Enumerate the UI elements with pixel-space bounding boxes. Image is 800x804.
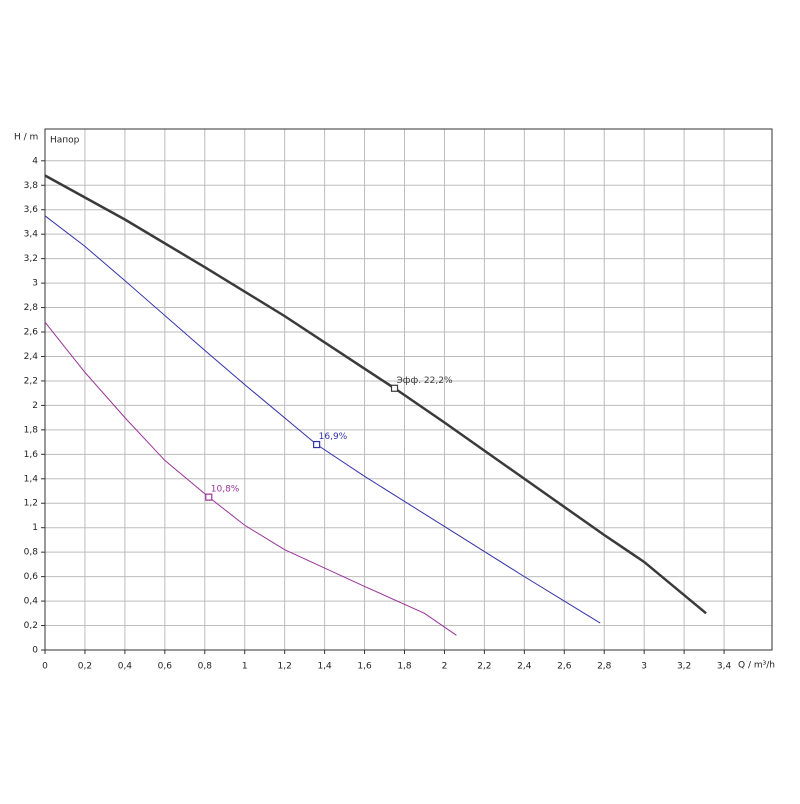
x-tick-label: 2,6 — [557, 662, 572, 672]
y-tick-label: 1,2 — [24, 499, 38, 509]
x-tick-label: 2,4 — [517, 662, 532, 672]
y-tick-label: 3,2 — [24, 254, 38, 264]
x-tick-label: 0,2 — [78, 662, 92, 672]
x-tick-label: 1,4 — [317, 662, 332, 672]
operating-point — [390, 384, 399, 392]
x-tick-label: 1,6 — [357, 662, 372, 672]
y-tick-label: 3,6 — [24, 205, 39, 215]
y-tick-label: 2,2 — [24, 376, 38, 386]
y-axis-label: H / m — [14, 133, 38, 143]
x-axis-label: Q / m³/h — [738, 661, 775, 671]
curve — [44, 321, 457, 636]
y-tick-label: 4 — [32, 156, 38, 166]
x-tick-label: 2 — [442, 662, 448, 672]
y-tick-label: 0,8 — [24, 548, 39, 558]
plot-frame — [44, 128, 773, 651]
x-tick-label: 0,8 — [198, 662, 213, 672]
y-tick-label: 1,6 — [24, 450, 39, 460]
point-label: Эфф. 22,2% — [397, 376, 453, 386]
x-tick-label: 1,2 — [278, 662, 292, 672]
y-tick-label: 1 — [32, 523, 38, 533]
y-tick-label: 0,4 — [24, 597, 39, 607]
x-tick-label: 3,4 — [717, 662, 732, 672]
x-tick-label: 0 — [42, 662, 48, 672]
x-tick-label: 0,4 — [118, 662, 133, 672]
y-tick-label: 2,6 — [24, 328, 39, 338]
y-tick-label: 1,4 — [24, 474, 39, 484]
point-label: 16,9% — [319, 432, 348, 442]
y-tick-label: 2 — [32, 401, 38, 411]
y-tick-label: 2,8 — [24, 303, 39, 313]
operating-point — [313, 440, 321, 449]
y-tick-label: 0 — [32, 646, 38, 656]
operating-point — [205, 493, 213, 501]
y-tick-label: 3,4 — [24, 230, 39, 240]
annotation: Напор — [50, 136, 80, 146]
x-tick-label: 0,6 — [158, 662, 173, 672]
y-tick-label: 3,8 — [24, 181, 39, 191]
x-tick-label: 1 — [242, 662, 248, 672]
point-label: 10,8% — [211, 485, 240, 495]
y-tick-label: 0,6 — [24, 572, 39, 582]
y-tick-label: 0,2 — [24, 621, 38, 631]
x-tick-label: 2,8 — [597, 662, 612, 672]
y-tick-label: 3 — [32, 279, 38, 289]
x-tick-label: 2,2 — [477, 662, 491, 672]
x-tick-label: 1,8 — [397, 662, 412, 672]
x-tick-label: 3 — [641, 662, 647, 672]
y-tick-label: 1,8 — [24, 425, 39, 435]
x-tick-label: 3,2 — [677, 662, 691, 672]
y-tick-label: 2,4 — [24, 352, 39, 362]
